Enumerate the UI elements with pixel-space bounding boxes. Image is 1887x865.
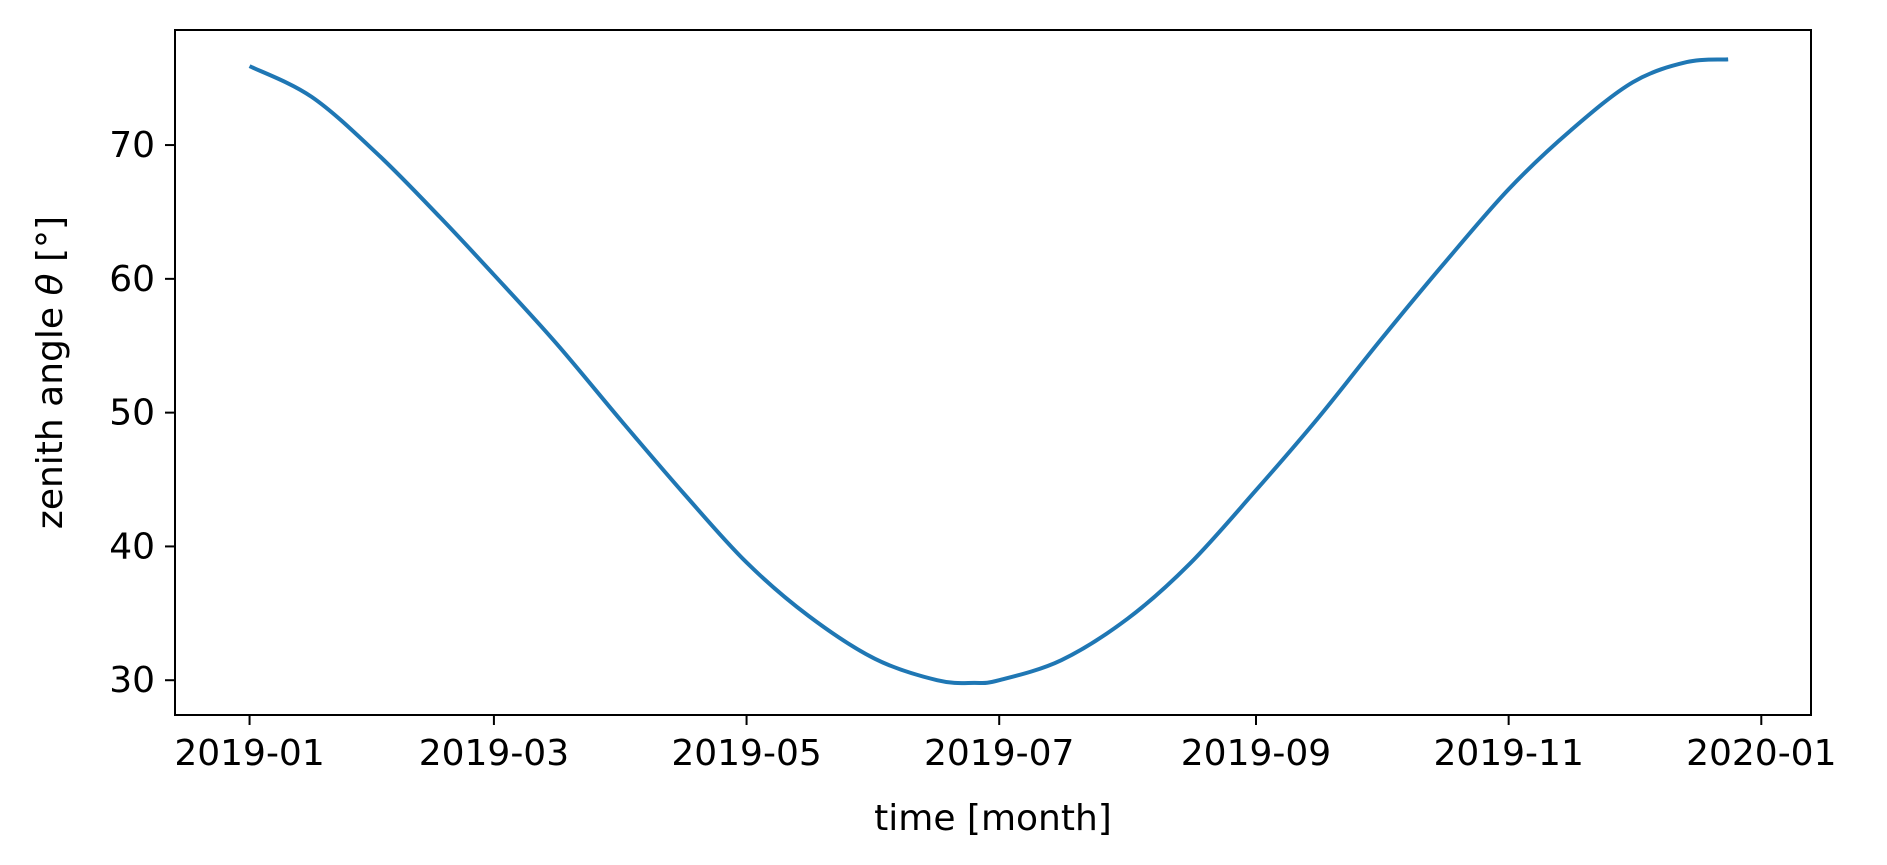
x-tick-label: 2019-01 <box>174 733 324 774</box>
plot-area-frame <box>174 29 1812 716</box>
y-axis-label-prefix: zenith angle <box>30 296 71 530</box>
y-axis-label-symbol: θ <box>30 273 71 295</box>
y-tick-label: 60 <box>109 259 155 300</box>
y-tick-label: 40 <box>109 526 155 567</box>
x-tick-label: 2019-03 <box>419 733 569 774</box>
x-tick-label: 2019-09 <box>1181 733 1331 774</box>
y-axis-ticks: 30 40 50 60 70 <box>109 125 175 701</box>
x-tick-label: 2019-05 <box>671 733 821 774</box>
y-tick-label: 70 <box>109 125 155 166</box>
x-axis-label: time [month] <box>874 798 1112 839</box>
x-axis-ticks: 2019-01 2019-03 2019-05 2019-07 2019-09 2019-… <box>174 715 1837 774</box>
y-axis-label-suffix: [°] <box>30 216 71 274</box>
x-tick-label: 2019-07 <box>924 733 1074 774</box>
x-tick-label: 2019-11 <box>1433 733 1583 774</box>
y-tick-label: 50 <box>109 393 155 434</box>
series-line <box>248 57 1729 686</box>
y-axis-label: zenith angle θ [°] <box>30 216 71 529</box>
y-tick-label: 30 <box>109 660 155 701</box>
x-tick-label: 2020-01 <box>1686 733 1836 774</box>
